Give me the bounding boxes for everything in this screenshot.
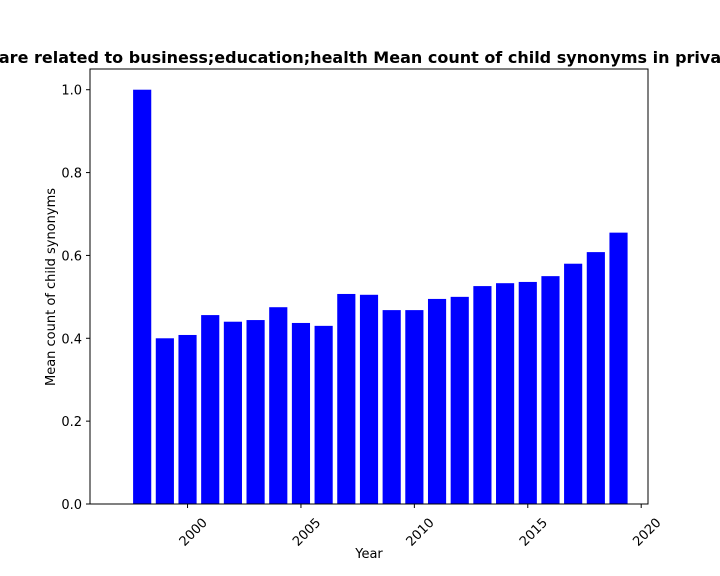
y-axis-label: Mean count of child synonyms (44, 188, 59, 386)
x-tick-label: 2010 (404, 516, 438, 550)
bar-2016 (541, 276, 560, 504)
bar-2015 (518, 281, 537, 504)
bar-2012 (450, 296, 469, 504)
bar-2013 (473, 286, 492, 504)
bar-2017 (564, 263, 583, 504)
bars-group (133, 89, 628, 505)
y-tick-label: 0.0 (61, 498, 82, 513)
y-tick-label: 0.6 (61, 249, 82, 264)
y-axis-ticks: 0.0 0.2 0.4 0.6 0.8 1.0 (61, 84, 90, 513)
bar-2005 (291, 322, 311, 504)
bar-1998 (133, 89, 152, 505)
bar-2018 (586, 252, 605, 504)
bar-2002 (223, 321, 242, 504)
bar-2019 (609, 232, 628, 504)
plot-frame (89, 68, 649, 505)
y-tick-label: 0.2 (61, 415, 82, 430)
x-tick-label: 2005 (290, 516, 324, 550)
x-tick-label: 2020 (630, 516, 664, 550)
x-tick-label: 2015 (517, 516, 551, 550)
chart-title: are related to business;education;health… (0, 48, 720, 67)
bar-2009 (382, 310, 401, 504)
y-tick-label: 0.4 (61, 332, 82, 347)
bar-2004 (269, 307, 288, 504)
y-tick-label: 0.8 (61, 167, 82, 182)
x-tick-label: 2000 (177, 516, 211, 550)
bar-1999 (155, 338, 174, 504)
bar-2011 (427, 298, 447, 504)
x-axis-ticks: 2000 2005 2010 2015 2020 (177, 504, 664, 550)
bar-2010 (405, 310, 424, 504)
bar-2014 (496, 283, 515, 504)
y-tick-label: 1.0 (61, 84, 82, 99)
x-axis-label: Year (354, 547, 383, 562)
bar-2007 (337, 293, 356, 504)
bar-2006 (314, 325, 333, 504)
bar-2001 (201, 315, 220, 504)
bar-2008 (359, 294, 379, 504)
bar-2003 (246, 320, 265, 504)
bar-2000 (178, 334, 197, 504)
